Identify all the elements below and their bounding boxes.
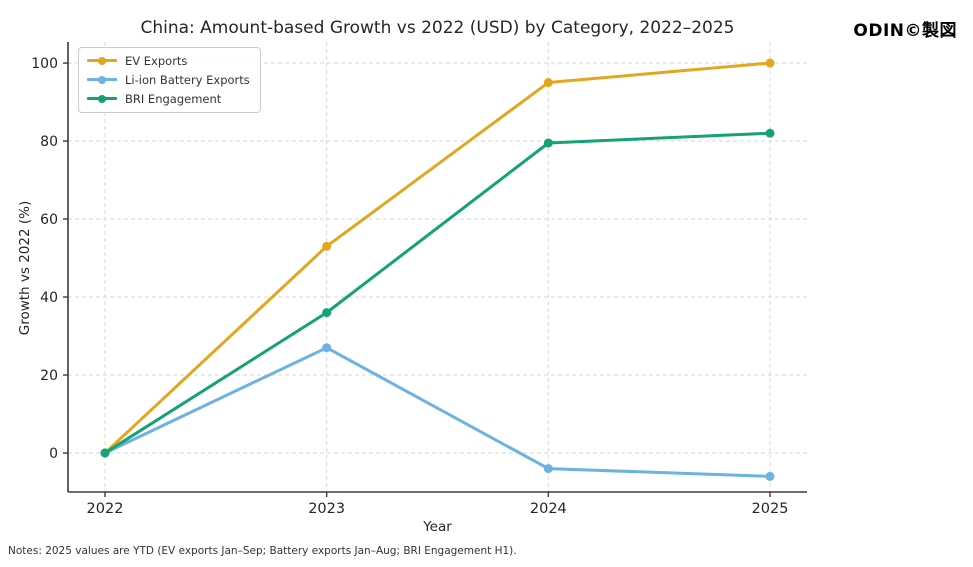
data-point-marker bbox=[543, 138, 553, 148]
legend-item: Li-ion Battery Exports bbox=[87, 72, 250, 87]
legend-line-marker-icon bbox=[87, 56, 117, 65]
legend-line-marker-icon bbox=[87, 75, 117, 84]
series-line bbox=[103, 61, 772, 455]
y-axis-title: Growth vs 2022 (%) bbox=[17, 200, 33, 336]
y-tick-label: 100 bbox=[31, 56, 58, 72]
x-tick-label: 2022 bbox=[87, 501, 124, 517]
y-tick-label: 40 bbox=[40, 290, 58, 306]
data-point-marker bbox=[765, 58, 775, 68]
legend-label: Li-ion Battery Exports bbox=[125, 72, 250, 87]
data-point-marker bbox=[322, 308, 332, 318]
legend-label: EV Exports bbox=[125, 53, 188, 68]
chart-title: China: Amount-based Growth vs 2022 (USD)… bbox=[140, 18, 735, 38]
legend-item: BRI Engagement bbox=[87, 91, 250, 106]
y-tick-label: 80 bbox=[40, 134, 58, 150]
watermark: ODIN©製図 bbox=[853, 21, 957, 41]
series-line bbox=[103, 346, 772, 478]
data-point-marker bbox=[765, 471, 775, 481]
y-tick-label: 60 bbox=[40, 212, 58, 228]
y-tick-label: 0 bbox=[49, 446, 58, 462]
series-line bbox=[103, 131, 772, 455]
x-tick-label: 2025 bbox=[752, 501, 789, 517]
data-point-marker bbox=[543, 464, 553, 474]
legend-item: EV Exports bbox=[87, 53, 250, 68]
legend: EV Exports Li-ion Battery Exports BRI Enga… bbox=[78, 47, 261, 113]
data-point-marker bbox=[765, 128, 775, 138]
data-point-marker bbox=[322, 241, 332, 251]
x-axis-title: Year bbox=[423, 519, 452, 535]
legend-line-marker-icon bbox=[87, 94, 117, 103]
x-tick-label: 2024 bbox=[530, 501, 567, 517]
x-tick-label: 2023 bbox=[308, 501, 345, 517]
data-point-marker bbox=[100, 448, 110, 458]
data-point-marker bbox=[543, 78, 553, 88]
y-tick-label: 20 bbox=[40, 368, 58, 384]
data-point-marker bbox=[322, 343, 332, 353]
footnote: Notes: 2025 values are YTD (EV exports J… bbox=[8, 545, 517, 557]
legend-label: BRI Engagement bbox=[125, 91, 222, 106]
